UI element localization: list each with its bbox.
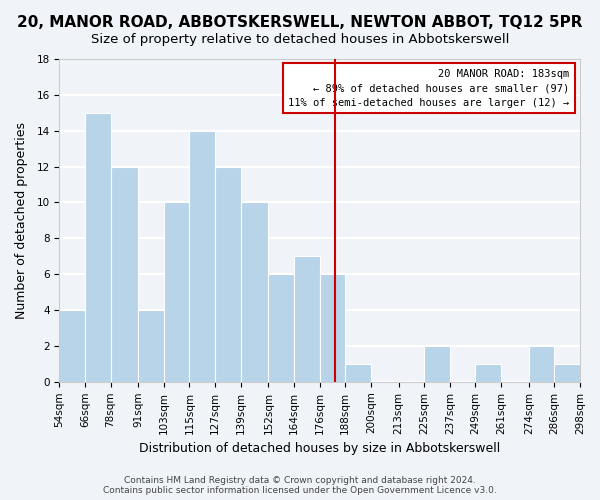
- Bar: [320, 274, 345, 382]
- Bar: [110, 166, 138, 382]
- Text: Contains HM Land Registry data © Crown copyright and database right 2024.
Contai: Contains HM Land Registry data © Crown c…: [103, 476, 497, 495]
- Bar: [59, 310, 85, 382]
- Y-axis label: Number of detached properties: Number of detached properties: [15, 122, 28, 319]
- Bar: [475, 364, 501, 382]
- Bar: [554, 364, 580, 382]
- Text: 20 MANOR ROAD: 183sqm
← 89% of detached houses are smaller (97)
11% of semi-deta: 20 MANOR ROAD: 183sqm ← 89% of detached …: [289, 68, 569, 108]
- X-axis label: Distribution of detached houses by size in Abbotskerswell: Distribution of detached houses by size …: [139, 442, 500, 455]
- Bar: [529, 346, 554, 382]
- Text: Size of property relative to detached houses in Abbotskerswell: Size of property relative to detached ho…: [91, 32, 509, 46]
- Bar: [241, 202, 268, 382]
- Bar: [268, 274, 294, 382]
- Bar: [164, 202, 190, 382]
- Bar: [215, 166, 241, 382]
- Bar: [345, 364, 371, 382]
- Bar: [294, 256, 320, 382]
- Bar: [85, 113, 110, 382]
- Bar: [138, 310, 164, 382]
- Bar: [424, 346, 450, 382]
- Bar: [190, 130, 215, 382]
- Text: 20, MANOR ROAD, ABBOTSKERSWELL, NEWTON ABBOT, TQ12 5PR: 20, MANOR ROAD, ABBOTSKERSWELL, NEWTON A…: [17, 15, 583, 30]
